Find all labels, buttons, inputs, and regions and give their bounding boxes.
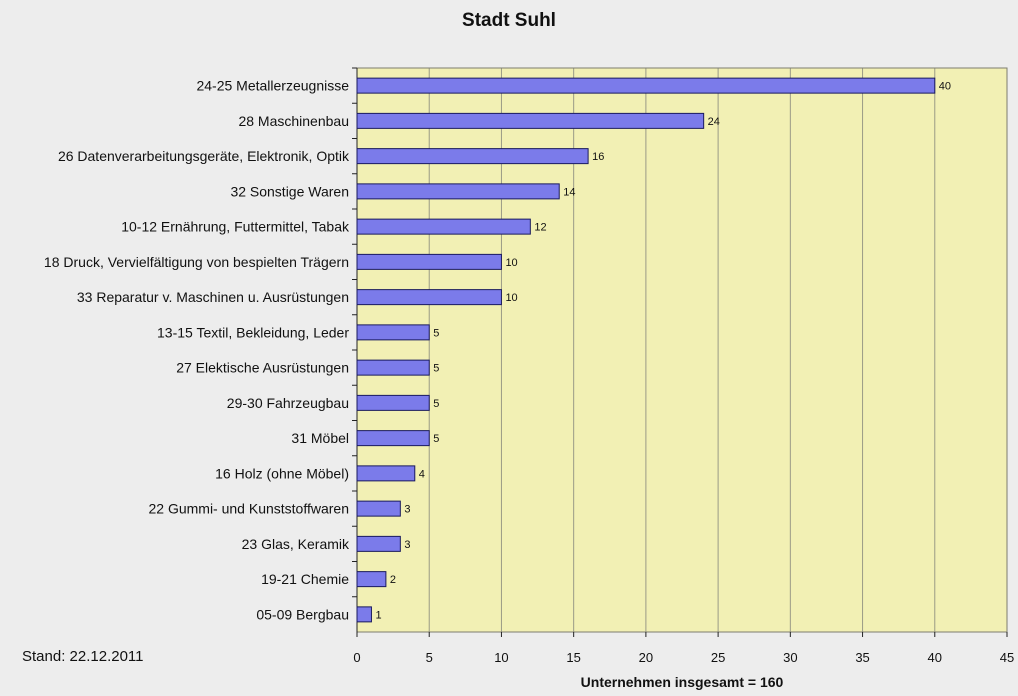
bar [356, 606, 372, 623]
x-tick-label: 45 [1000, 650, 1014, 665]
date-note: Stand: 22.12.2011 [22, 648, 144, 665]
category-label: 26 Datenverarbeitungsgeräte, Elektronik,… [58, 148, 350, 164]
value-label: 5 [433, 433, 439, 445]
x-tick-label: 5 [426, 650, 433, 665]
x-tick-label: 25 [711, 650, 725, 665]
bar [356, 289, 502, 306]
x-tick-label: 15 [566, 650, 580, 665]
bar [356, 77, 936, 94]
value-label: 5 [433, 398, 439, 410]
value-label: 2 [390, 574, 396, 586]
value-label: 40 [939, 81, 951, 93]
bar [356, 465, 416, 482]
category-label: 28 Maschinenbau [238, 113, 349, 129]
category-label: 31 Möbel [291, 430, 349, 446]
value-label: 24 [708, 116, 720, 128]
x-tick-label: 35 [855, 650, 869, 665]
value-label: 12 [534, 222, 546, 234]
x-tick-label: 40 [928, 650, 942, 665]
bar [356, 430, 430, 447]
bar [356, 500, 401, 517]
category-label: 22 Gummi- und Kunststoffwaren [148, 501, 349, 517]
chart-title: Stadt Suhl [462, 10, 556, 31]
value-label: 4 [419, 468, 425, 480]
category-label: 16 Holz (ohne Möbel) [215, 465, 349, 481]
value-label: 3 [404, 504, 410, 516]
value-label: 10 [505, 292, 517, 304]
x-axis-label: Unternehmen insgesamt = 160 [580, 674, 784, 690]
value-label: 5 [433, 363, 439, 375]
category-label: 27 Elektische Ausrüstungen [176, 360, 349, 376]
category-label: 24-25 Metallerzeugnisse [196, 78, 349, 94]
bar [356, 183, 560, 200]
category-label: 29-30 Fahrzeugbau [227, 395, 349, 411]
category-label: 23 Glas, Keramik [242, 536, 350, 552]
value-label: 14 [563, 186, 575, 198]
x-tick-label: 20 [639, 650, 653, 665]
bar [356, 148, 589, 165]
value-label: 16 [592, 151, 604, 163]
bar [356, 535, 401, 552]
value-label: 10 [505, 257, 517, 269]
category-label: 05-09 Bergbau [256, 606, 349, 622]
bar [356, 359, 430, 376]
x-tick-label: 30 [783, 650, 797, 665]
value-label: 5 [433, 327, 439, 339]
category-label: 13-15 Textil, Bekleidung, Leder [157, 324, 349, 340]
bar [356, 324, 430, 341]
bar [356, 253, 502, 270]
category-label: 18 Druck, Vervielfältigung von bespielte… [44, 254, 349, 270]
bar [356, 112, 705, 129]
x-tick-label: 0 [353, 650, 360, 665]
bar [356, 571, 387, 588]
category-label: 33 Reparatur v. Maschinen u. Ausrüstunge… [77, 289, 349, 305]
x-tick-label: 10 [494, 650, 508, 665]
category-label: 32 Sonstige Waren [230, 183, 349, 199]
category-label: 19-21 Chemie [261, 571, 349, 587]
bar [356, 394, 430, 411]
category-label: 10-12 Ernährung, Futtermittel, Tabak [121, 219, 350, 235]
value-label: 1 [375, 609, 381, 621]
value-label: 3 [404, 539, 410, 551]
bar [356, 218, 531, 235]
